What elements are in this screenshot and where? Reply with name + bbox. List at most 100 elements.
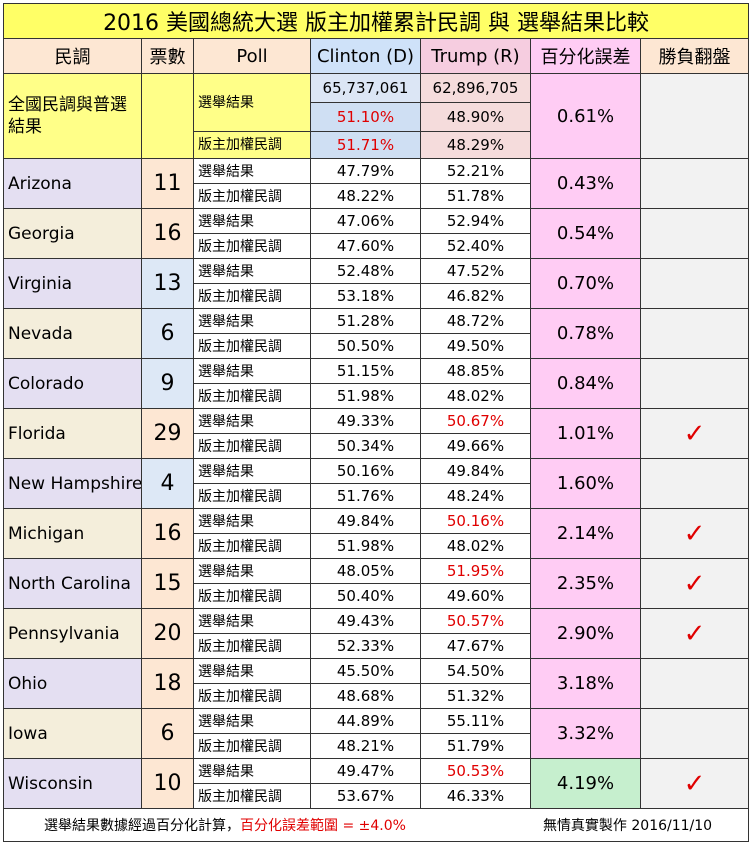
trump-poll: 52.40% <box>420 233 531 259</box>
header-error: 百分化誤差 <box>530 38 641 74</box>
flip-check-icon: ✓ <box>639 608 750 659</box>
percent-error: 0.54% <box>530 208 641 259</box>
clinton-result: 49.84% <box>310 508 421 534</box>
trump-result: 52.94% <box>420 208 531 234</box>
flip-check-icon <box>639 208 750 259</box>
national-clinton-result-pct: 51.10% <box>310 102 421 132</box>
electoral-votes: 10 <box>141 758 194 809</box>
clinton-poll: 53.67% <box>310 783 421 809</box>
state-row-arizona: Arizona 11 選舉結果 47.79% 52.21% 0.43% <box>3 158 750 209</box>
trump-result: 47.52% <box>420 258 531 284</box>
result-label: 選舉結果 <box>193 308 311 334</box>
national-row: 全國民調與普選結果 選舉結果 65,737,061 62,896,705 0.6… <box>3 73 750 159</box>
flip-check-icon <box>639 308 750 359</box>
clinton-poll: 51.76% <box>310 483 421 509</box>
result-label: 選舉結果 <box>193 158 311 184</box>
clinton-poll: 50.34% <box>310 433 421 459</box>
state-row-virginia: Virginia 13 選舉結果 52.48% 47.52% 0.70% <box>3 258 750 309</box>
flip-check-icon: ✓ <box>639 558 750 609</box>
national-clinton-poll-pct: 51.71% <box>310 131 421 159</box>
trump-result: 50.53% <box>420 758 531 784</box>
header-poll-source: 民調 <box>3 38 142 74</box>
flip-check-icon: ✓ <box>639 408 750 459</box>
national-trump-result-pct: 48.90% <box>420 102 531 132</box>
weighted-poll-label: 版主加權民調 <box>193 483 311 509</box>
national-clinton-votes: 65,737,061 <box>310 73 421 103</box>
electoral-votes: 16 <box>141 208 194 259</box>
result-label: 選舉結果 <box>193 608 311 634</box>
national-votes <box>141 73 194 159</box>
footer-note-error-range: 百分化誤差範圍 = ±4.0% <box>240 818 406 834</box>
trump-poll: 51.32% <box>420 683 531 709</box>
state-row-florida: Florida 29 選舉結果 49.33% 50.67% 1.01% ✓ <box>3 408 750 459</box>
footer: 選舉結果數據經過百分化計算，百分化誤差範圍 = ±4.0% 無情真實製作 201… <box>2 808 750 842</box>
state-row-iowa: Iowa 6 選舉結果 44.89% 55.11% 3.32% <box>3 708 750 759</box>
clinton-result: 50.16% <box>310 458 421 484</box>
flip-check-icon <box>639 258 750 309</box>
national-label: 全國民調與普選結果 <box>3 73 142 159</box>
electoral-votes: 13 <box>141 258 194 309</box>
trump-result: 49.84% <box>420 458 531 484</box>
percent-error: 3.18% <box>530 658 641 709</box>
result-label: 選舉結果 <box>193 708 311 734</box>
state-name: Nevada <box>3 308 142 359</box>
state-name: North Carolina <box>3 558 142 609</box>
electoral-votes: 20 <box>141 608 194 659</box>
state-name: Colorado <box>3 358 142 409</box>
state-row-georgia: Georgia 16 選舉結果 47.06% 52.94% 0.54% <box>3 208 750 259</box>
state-name: Arizona <box>3 158 142 209</box>
clinton-poll: 47.60% <box>310 233 421 259</box>
national-weighted-label: 版主加權民調 <box>193 131 311 159</box>
clinton-result: 52.48% <box>310 258 421 284</box>
electoral-votes: 16 <box>141 508 194 559</box>
clinton-result: 45.50% <box>310 658 421 684</box>
flip-check-icon <box>639 358 750 409</box>
trump-result: 48.72% <box>420 308 531 334</box>
weighted-poll-label: 版主加權民調 <box>193 683 311 709</box>
trump-poll: 49.50% <box>420 333 531 359</box>
state-name: Wisconsin <box>3 758 142 809</box>
result-label: 選舉結果 <box>193 658 311 684</box>
flip-check-icon: ✓ <box>639 758 750 809</box>
electoral-votes: 15 <box>141 558 194 609</box>
flip-check-icon: ✓ <box>639 508 750 559</box>
weighted-poll-label: 版主加權民調 <box>193 783 311 809</box>
trump-result: 48.85% <box>420 358 531 384</box>
flip-check-icon <box>639 708 750 759</box>
percent-error: 4.19% <box>530 758 641 809</box>
electoral-votes: 6 <box>141 308 194 359</box>
electoral-votes: 6 <box>141 708 194 759</box>
trump-poll: 48.02% <box>420 533 531 559</box>
clinton-poll: 50.50% <box>310 333 421 359</box>
trump-result: 50.57% <box>420 608 531 634</box>
clinton-result: 49.43% <box>310 608 421 634</box>
national-flip <box>639 73 750 159</box>
clinton-poll: 48.21% <box>310 733 421 759</box>
trump-result: 54.50% <box>420 658 531 684</box>
state-name: Virginia <box>3 258 142 309</box>
trump-poll: 46.82% <box>420 283 531 309</box>
clinton-result: 51.28% <box>310 308 421 334</box>
result-label: 選舉結果 <box>193 358 311 384</box>
clinton-result: 51.15% <box>310 358 421 384</box>
percent-error: 2.35% <box>530 558 641 609</box>
state-row-ohio: Ohio 18 選舉結果 45.50% 54.50% 3.18% <box>3 658 750 709</box>
flip-check-icon <box>639 458 750 509</box>
result-label: 選舉結果 <box>193 458 311 484</box>
clinton-poll: 53.18% <box>310 283 421 309</box>
header-poll: Poll <box>193 38 311 74</box>
weighted-poll-label: 版主加權民調 <box>193 383 311 409</box>
state-name: Georgia <box>3 208 142 259</box>
clinton-result: 49.33% <box>310 408 421 434</box>
state-name: New Hampshire <box>3 458 142 509</box>
weighted-poll-label: 版主加權民調 <box>193 733 311 759</box>
trump-poll: 49.66% <box>420 433 531 459</box>
clinton-poll: 50.40% <box>310 583 421 609</box>
flip-check-icon <box>639 158 750 209</box>
percent-error: 0.78% <box>530 308 641 359</box>
clinton-result: 47.79% <box>310 158 421 184</box>
trump-result: 50.67% <box>420 408 531 434</box>
weighted-poll-label: 版主加權民調 <box>193 433 311 459</box>
trump-result: 55.11% <box>420 708 531 734</box>
footer-credit: 無情真實製作 2016/11/10 <box>542 818 713 834</box>
